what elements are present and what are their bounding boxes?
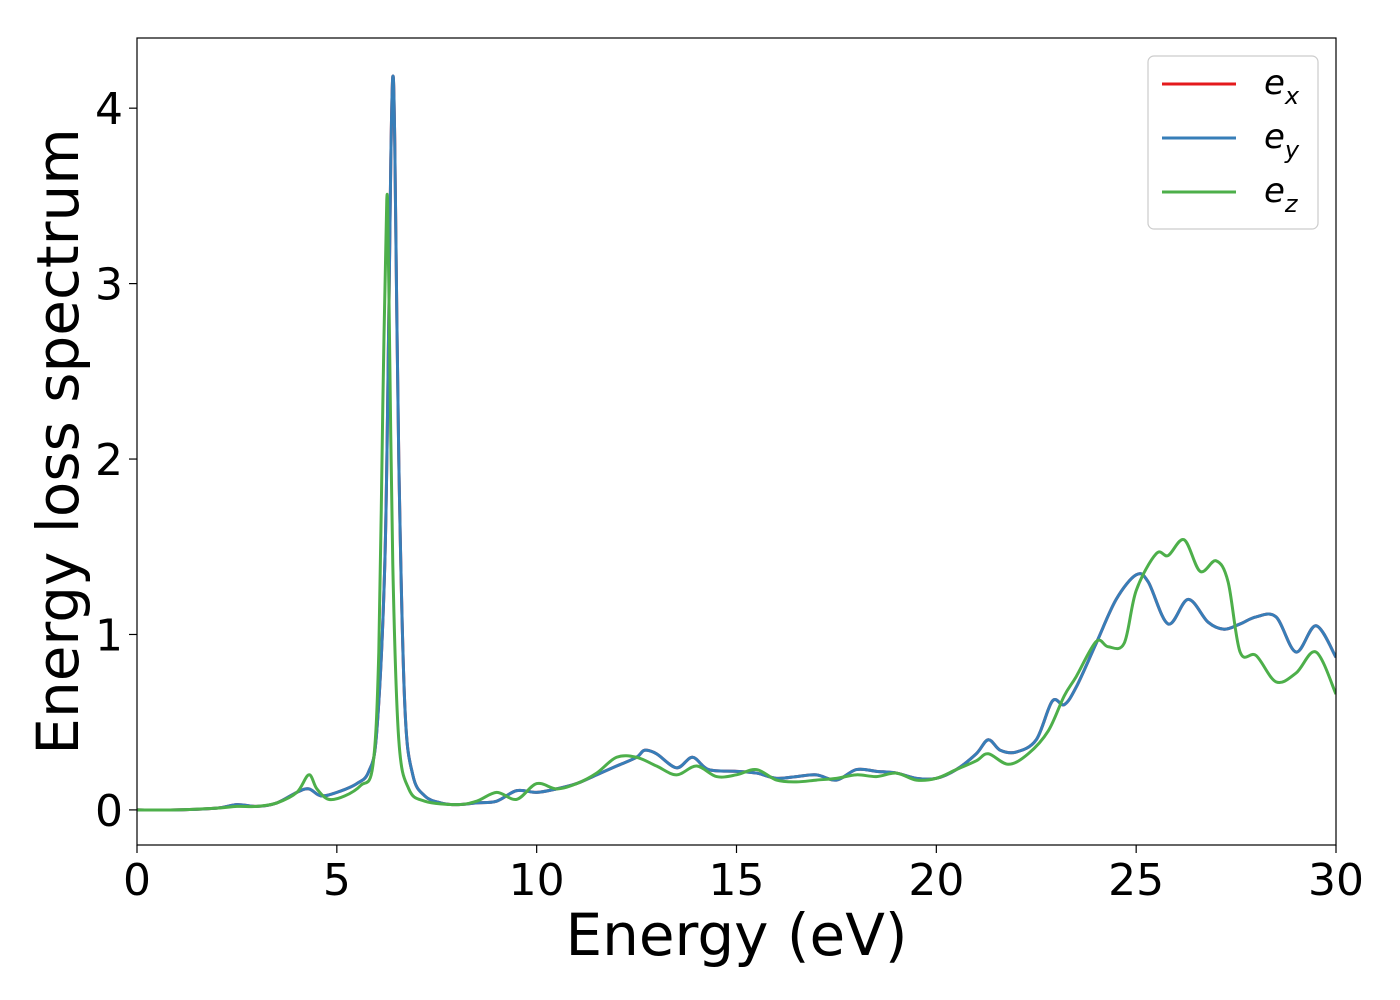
y-tick-label: 0: [95, 786, 123, 837]
x-tick-label: 25: [1108, 855, 1164, 906]
x-tick-label: 20: [908, 855, 964, 906]
y-axis-label: Energy loss spectrum: [24, 128, 92, 754]
legend-label: ex: [1264, 63, 1300, 110]
legend-label: ey: [1264, 117, 1300, 164]
x-tick-label: 5: [323, 855, 351, 906]
legend-label: ez: [1264, 171, 1299, 218]
x-axis: 0 5 10 15 20 25 30: [123, 845, 1364, 906]
y-tick-label: 3: [95, 260, 123, 311]
x-tick-label: 15: [709, 855, 765, 906]
x-tick-label: 10: [509, 855, 565, 906]
x-axis-label: Energy (eV): [565, 901, 907, 969]
series-lines: [137, 74, 1336, 812]
x-tick-label: 30: [1308, 855, 1364, 906]
legend: ex ey ez: [1147, 55, 1319, 230]
x-tick-label: 0: [123, 855, 151, 906]
y-tick-label: 1: [95, 610, 123, 661]
series-line-ey: [137, 74, 1336, 812]
y-axis: 0 1 2 3 4: [95, 84, 137, 837]
legend-box: [1147, 55, 1319, 230]
series-line-ez: [137, 192, 1336, 812]
y-tick-label: 2: [95, 435, 123, 486]
y-tick-label: 4: [95, 84, 123, 135]
